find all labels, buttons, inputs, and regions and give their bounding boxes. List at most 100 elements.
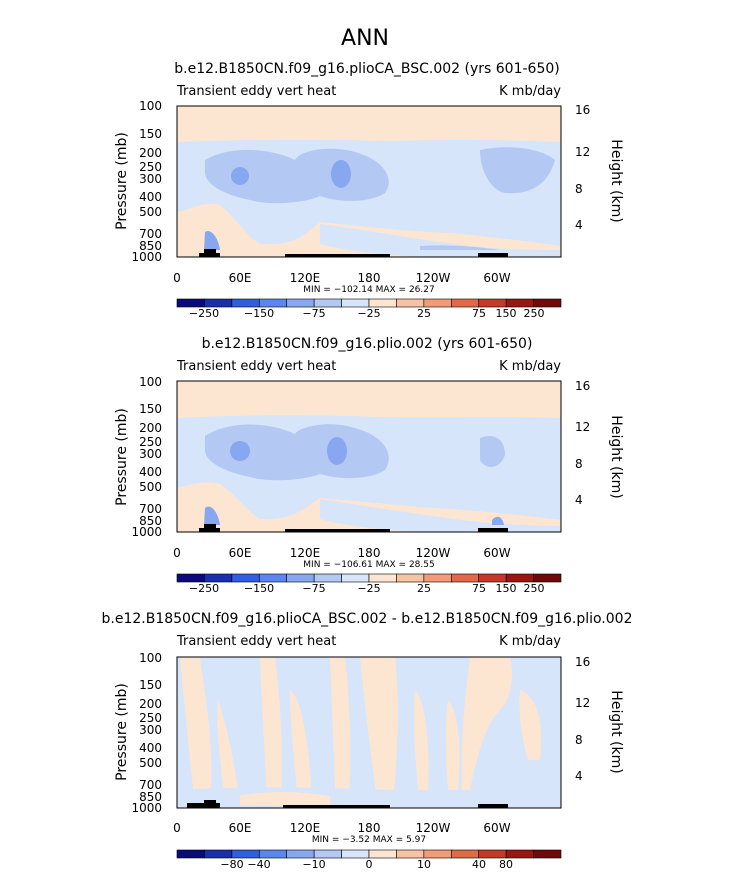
panel-1-pressure-ticks: 100 150 200 250 300 400 500 700 850 1000 (131, 99, 162, 264)
panel-1-ylabel: Pressure (mb) (114, 132, 130, 230)
panel-1-left-label: Transient eddy vert heat (176, 84, 336, 99)
colorbar-label: −80 (220, 858, 243, 871)
colorbar-box (313, 849, 342, 859)
colorbar-label: 75 (472, 307, 486, 320)
panel-3-stripe-6 (360, 657, 398, 808)
x-tick: 60W (483, 271, 510, 285)
colorbar-box (533, 298, 562, 308)
panel-3-right-label: K mb/day (499, 634, 561, 649)
pressure-tick: 200 (139, 421, 162, 435)
colorbar-box (505, 298, 534, 308)
x-tick: 120W (416, 546, 451, 560)
colorbar-box (450, 298, 480, 308)
panel-3: b.e12.B1850CN.f09_g16.plioCA_BSC.002 - b… (102, 611, 633, 871)
colorbar-box (478, 849, 507, 859)
panel-3-minmax: MIN = −3.52 MAX = 5.97 (312, 835, 426, 845)
colorbar-label: 40 (472, 858, 486, 871)
pressure-tick: 100 (139, 375, 162, 389)
panel-2-low-core-east (492, 516, 504, 525)
colorbar-box (341, 298, 370, 308)
panel-1-land-east (478, 253, 508, 257)
height-tick: 16 (575, 655, 590, 669)
page-title: ANN (341, 26, 389, 51)
x-tick: 0 (173, 821, 181, 835)
colorbar-box (258, 298, 288, 308)
panel-3-land-east (478, 804, 508, 808)
panel-2-title: b.e12.B1850CN.f09_g16.plio.002 (yrs 601-… (202, 336, 533, 352)
panel-3-land-central (283, 805, 390, 808)
colorbar-box (423, 849, 452, 859)
x-tick: 180 (358, 271, 381, 285)
colorbar-box (533, 849, 562, 859)
panel-2-land-central (285, 529, 390, 532)
colorbar-box (258, 573, 288, 583)
panel-2-land-west (199, 524, 220, 532)
colorbar-box (204, 849, 233, 859)
panel-2-core-b (327, 437, 347, 465)
panel-1-ylabel-right: Height (km) (608, 139, 624, 222)
pressure-tick: 500 (139, 480, 162, 494)
panel-3-stripe-7 (413, 690, 429, 790)
colorbar-box (396, 849, 425, 859)
panel-1-colorbar (176, 298, 562, 308)
x-tick: 60E (229, 821, 252, 835)
height-tick: 12 (575, 696, 590, 710)
x-tick: 120E (290, 546, 321, 560)
colorbar-box (176, 573, 205, 583)
x-tick: 60E (229, 271, 252, 285)
pressure-tick: 1000 (131, 525, 162, 539)
panel-1-plot (176, 105, 562, 258)
panel-2-low-core (204, 506, 220, 525)
x-tick: 120E (290, 271, 321, 285)
pressure-tick: 250 (139, 435, 162, 449)
colorbar-box (286, 849, 315, 859)
colorbar-label: 25 (417, 582, 431, 595)
pressure-tick: 100 (139, 651, 162, 665)
colorbar-box (368, 573, 397, 583)
colorbar-box (286, 298, 315, 308)
colorbar-label: 150 (496, 582, 517, 595)
colorbar-label: −75 (302, 307, 325, 320)
x-tick: 0 (173, 271, 181, 285)
x-tick: 180 (358, 821, 381, 835)
colorbar-box (533, 573, 562, 583)
panel-3-plot (176, 656, 562, 809)
panel-2-core-east (480, 435, 505, 467)
panel-2-plot (176, 380, 562, 533)
pressure-tick: 300 (139, 447, 162, 461)
panel-3-title: b.e12.B1850CN.f09_g16.plioCA_BSC.002 - b… (102, 611, 633, 627)
panel-1-lower-band (320, 224, 561, 257)
colorbar-box (286, 573, 315, 583)
colorbar-label: 25 (417, 307, 431, 320)
panel-3-ylabel: Pressure (mb) (114, 683, 130, 781)
colorbar-box (313, 573, 342, 583)
panel-3-colorbar (176, 849, 562, 859)
panel-2-ylabel-right: Height (km) (608, 415, 624, 498)
panel-2-core-west (205, 424, 389, 481)
pressure-tick: 400 (139, 190, 162, 204)
pressure-tick: 100 (139, 99, 162, 113)
panel-2: b.e12.B1850CN.f09_g16.plio.002 (yrs 601-… (114, 336, 624, 595)
panel-2-left-label: Transient eddy vert heat (176, 359, 336, 374)
panel-3-stripe-3 (260, 657, 283, 808)
colorbar-box (423, 573, 452, 583)
pressure-tick: 150 (139, 402, 162, 416)
panel-3-x-ticks: 0 60E 120E 180 120W 60W (173, 821, 511, 835)
panel-3-stripe-5 (330, 657, 351, 808)
panel-2-colorbar-labels: −250 −150 −75 −25 25 75 150 250 (189, 582, 545, 595)
colorbar-box (478, 298, 507, 308)
x-tick: 180 (358, 546, 381, 560)
pressure-tick: 150 (139, 678, 162, 692)
colorbar-label: 250 (524, 582, 545, 595)
colorbar-box (505, 573, 534, 583)
height-tick: 8 (575, 733, 583, 747)
colorbar-label: 0 (366, 858, 373, 871)
height-tick: 4 (575, 218, 583, 232)
pressure-tick: 700 (139, 227, 162, 241)
colorbar-label: −250 (189, 582, 219, 595)
pressure-tick: 300 (139, 172, 162, 186)
panel-1-land-west (199, 249, 220, 257)
panel-1-core-a (231, 167, 249, 185)
panel-2-pressure-ticks: 100 150 200 250 300 400 500 700 850 1000 (131, 375, 162, 539)
